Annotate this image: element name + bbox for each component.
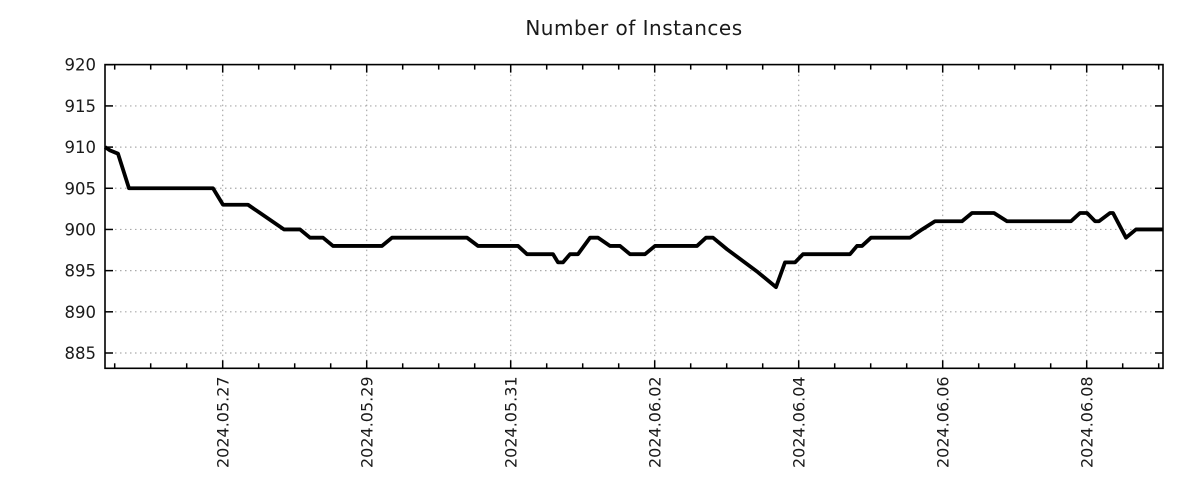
- y-tick-label: 895: [65, 262, 97, 281]
- x-tick-label: 2024.05.29: [358, 376, 377, 468]
- x-tick-labels: 2024.05.27 2024.05.29 2024.05.31 2024.06.02…: [214, 376, 1097, 468]
- x-tick-label: 2024.05.31: [502, 376, 521, 468]
- plot-border: [104, 63, 1164, 370]
- y-tick-label: 920: [65, 56, 97, 75]
- y-tick-label: 905: [65, 179, 97, 198]
- y-tick-label: 890: [65, 303, 97, 322]
- y-tick-label: 900: [65, 220, 97, 239]
- chart-title: Number of Instances: [525, 16, 743, 40]
- y-tick-label: 885: [65, 344, 97, 363]
- axis-ticks: [105, 63, 1163, 369]
- x-tick-label: 2024.06.06: [934, 376, 953, 468]
- x-tick-label: 2024.06.02: [646, 376, 665, 468]
- x-tick-label: 2024.06.04: [790, 376, 809, 468]
- x-tick-label: 2024.05.27: [214, 376, 233, 468]
- y-tick-label: 910: [65, 138, 97, 157]
- y-tick-labels: 885 890 895 900 905 910 915 920: [65, 56, 97, 363]
- data-line: [103, 145, 1163, 290]
- y-tick-label: 915: [65, 97, 97, 116]
- x-tick-label: 2024.06.08: [1078, 376, 1097, 468]
